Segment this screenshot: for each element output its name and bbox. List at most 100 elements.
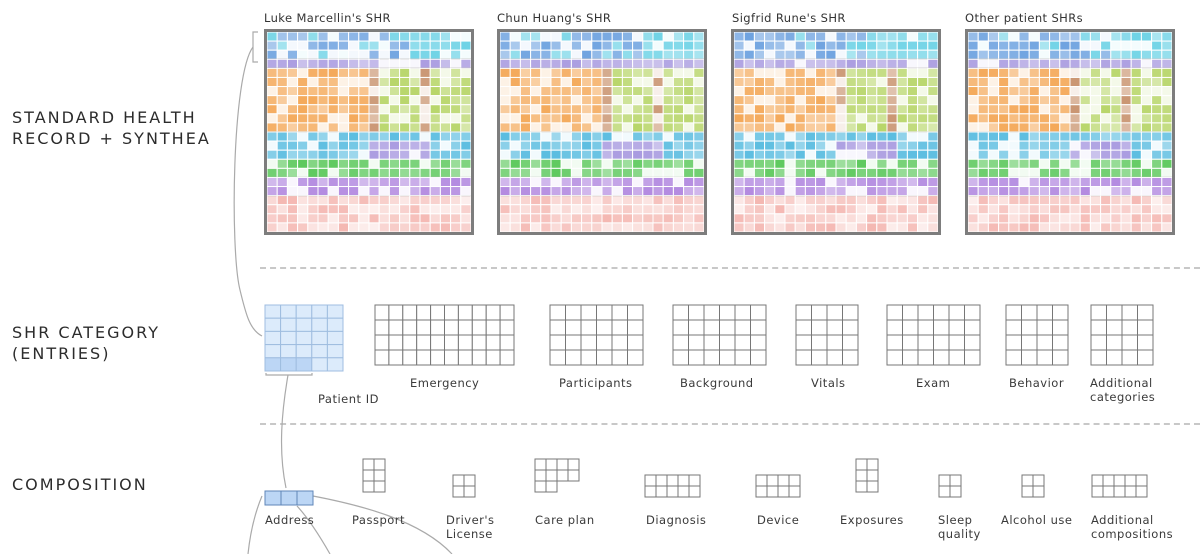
grid-cell	[499, 319, 515, 336]
grid-cell	[1032, 485, 1045, 498]
grid-cell	[326, 330, 344, 346]
grid-cell	[677, 474, 690, 487]
grid-cell	[1032, 474, 1045, 487]
grid-cell	[444, 349, 459, 366]
grid-cell	[672, 349, 689, 366]
category-label-patient-id: Patient ID	[318, 392, 379, 406]
composition-grid	[755, 474, 801, 498]
connector-curve	[247, 495, 263, 554]
grid-cell	[811, 334, 828, 351]
grid-cell	[362, 480, 375, 493]
panel-title: Chun Huang's SHR	[497, 11, 612, 25]
grid-cell	[766, 485, 779, 498]
composition-grid	[362, 458, 386, 493]
grid-cell	[677, 485, 690, 498]
category-grid	[374, 304, 515, 366]
grid-cell	[627, 304, 644, 321]
grid-cell	[556, 469, 569, 482]
grid-cell	[549, 319, 566, 336]
grid-cell	[811, 304, 828, 321]
grid-cell	[1005, 304, 1022, 321]
grid-cell	[388, 304, 404, 321]
grid-cell	[444, 304, 459, 321]
composition-grid	[938, 474, 962, 498]
grid-cell	[750, 334, 767, 351]
grid-cell	[672, 319, 689, 336]
grid-cell	[1121, 349, 1138, 366]
grid-cell	[264, 344, 282, 359]
grid-cell	[795, 304, 812, 321]
shr-heatmap-panel	[497, 29, 707, 235]
grid-cell	[596, 304, 613, 321]
grid-cell	[374, 304, 390, 321]
grid-cell	[811, 319, 828, 336]
grid-cell	[596, 349, 613, 366]
grid-cell	[549, 334, 566, 351]
grid-cell	[545, 480, 558, 493]
grid-cell	[471, 304, 487, 321]
grid-cell	[280, 344, 297, 359]
grid-cell	[311, 344, 328, 359]
category-grid	[549, 304, 644, 366]
grid-cell	[280, 357, 297, 372]
grid-cell	[1106, 319, 1123, 336]
grid-cell	[471, 349, 487, 366]
grid-cell	[703, 319, 720, 336]
grid-cell	[933, 334, 950, 351]
grid-cell	[719, 319, 736, 336]
composition-label-diagnosis: Diagnosis	[646, 513, 707, 527]
category-label-participants: Participants	[559, 376, 633, 390]
grid-cell	[938, 485, 951, 498]
grid-cell	[1124, 474, 1137, 487]
grid-cell	[565, 349, 582, 366]
composition-grid	[644, 474, 701, 498]
connector-curve	[296, 505, 331, 554]
category-grid	[795, 304, 859, 366]
grid-cell	[666, 474, 679, 487]
grid-cell	[402, 304, 418, 321]
grid-cell	[719, 349, 736, 366]
connector-curve	[233, 46, 263, 337]
grid-cell	[1124, 485, 1137, 498]
grid-cell	[788, 474, 801, 487]
grid-cell	[534, 458, 547, 471]
grid-cell	[311, 304, 328, 319]
grid-cell	[703, 349, 720, 366]
grid-cell	[842, 334, 859, 351]
grid-cell	[567, 469, 580, 482]
panel-title: Other patient SHRs	[965, 11, 1084, 25]
composition-grid	[264, 490, 314, 506]
grid-cell	[565, 334, 582, 351]
grid-cell	[1090, 319, 1107, 336]
grid-cell	[1036, 304, 1053, 321]
grid-cell	[719, 334, 736, 351]
composition-label-sleep-quality: Sleep quality	[938, 513, 981, 541]
grid-cell	[280, 317, 297, 332]
grid-cell	[672, 304, 689, 321]
grid-cell	[902, 319, 919, 336]
grid-cell	[471, 319, 487, 336]
grid-cell	[311, 330, 328, 346]
grid-cell	[826, 304, 843, 321]
heatmap-cell	[693, 222, 704, 232]
grid-cell	[549, 304, 566, 321]
grid-cell	[1137, 334, 1154, 351]
grid-cell	[580, 334, 597, 351]
grid-cell	[1091, 474, 1104, 487]
category-label-emergency: Emergency	[410, 376, 480, 390]
grid-cell	[1052, 334, 1069, 351]
grid-cell	[264, 490, 282, 506]
grid-cell	[326, 317, 344, 332]
grid-cell	[264, 330, 282, 346]
category-label-vitals: Vitals	[811, 376, 846, 390]
grid-cell	[295, 344, 313, 359]
grid-cell	[866, 480, 879, 493]
row-label-standard-health-record: STANDARD HEALTH RECORD + SYNTHEA	[12, 107, 211, 149]
grid-cell	[811, 349, 828, 366]
grid-cell	[416, 319, 432, 336]
grid-cell	[719, 304, 736, 321]
grid-cell	[534, 480, 547, 493]
grid-cell	[402, 349, 418, 366]
composition-label-additional-compositions: Additional compositions	[1091, 513, 1174, 541]
